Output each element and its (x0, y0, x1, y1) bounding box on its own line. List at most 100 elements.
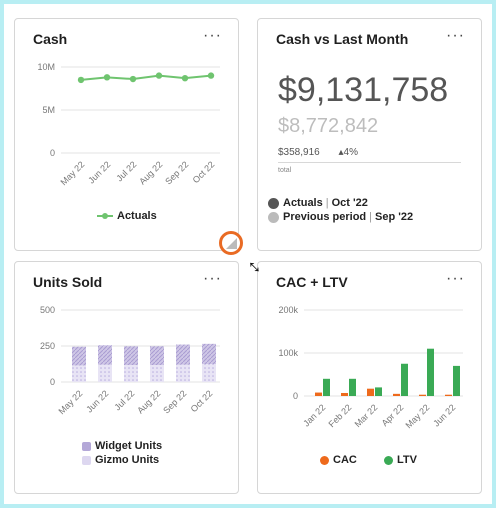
sep: | (369, 211, 372, 223)
units-more-button[interactable]: ··· (203, 270, 222, 287)
x-tick-label: Aug 22 (137, 159, 164, 186)
gizmo-bar (176, 364, 190, 382)
gizmo-bar (72, 365, 86, 382)
cash-title: Cash (33, 31, 68, 47)
data-point (155, 72, 163, 79)
x-tick-label: Aug 22 (135, 388, 162, 415)
gizmo-bar (150, 365, 164, 382)
gizmo-bar (98, 364, 112, 382)
widget-bar (98, 345, 112, 365)
previous-dot-icon (268, 211, 279, 223)
diff-value: $358,916 (278, 147, 320, 158)
total-label: total (278, 167, 292, 174)
widget-bar (124, 346, 138, 366)
ltv-bar (427, 348, 434, 396)
x-tick-label: Feb 22 (327, 402, 354, 429)
y-tick-label: 5M (42, 105, 55, 115)
x-tick-label: Mar 22 (353, 402, 380, 429)
widget-bar (72, 346, 86, 366)
ltv-bar (349, 378, 356, 396)
x-tick-label: Jul 22 (112, 388, 136, 412)
cac-label: CAC (333, 454, 357, 466)
diff-pct: ▴4% (338, 147, 358, 158)
cash-card: Cash ··· 10M 5M 0 May 22 Jun 22 Jul 22 Aug 22 S… (14, 18, 239, 251)
legend-previous-label: Previous period (283, 211, 367, 223)
cac-bar (419, 394, 426, 396)
cash-legend: Actuals (97, 210, 157, 222)
legend-previous-period: Sep '22 (375, 211, 414, 223)
data-point (129, 75, 137, 83)
series-line (80, 74, 212, 81)
x-tick-label: May 22 (58, 159, 86, 187)
cac-bar (445, 394, 452, 396)
data-point (207, 72, 215, 79)
y-tick-label: 200k (278, 305, 298, 315)
x-tick-label: Jul 22 (114, 159, 138, 183)
x-tick-label: Jun 22 (86, 159, 112, 185)
ltv-legend: LTV (384, 454, 417, 466)
cac-ltv-title: CAC + LTV (276, 274, 348, 290)
x-tick-label: Oct 22 (189, 388, 215, 414)
gizmo-swatch-icon (82, 455, 91, 465)
ltv-bar (323, 378, 330, 396)
widget-label: Widget Units (95, 440, 163, 452)
ltv-dot-icon (384, 455, 393, 465)
line-legend-icon (97, 213, 113, 219)
cac-bar (367, 388, 374, 396)
cac-bar (315, 392, 322, 396)
current-value: $9,131,758 (278, 71, 449, 109)
y-tick-label: 0 (293, 391, 298, 401)
legend-current-label: Actuals (283, 197, 323, 209)
data-point (77, 76, 85, 84)
cac-legend: CAC (320, 454, 357, 466)
data-point (181, 74, 189, 82)
cash-vs-last-card: Cash vs Last Month ··· $9,131,758 $8,772… (257, 18, 482, 251)
previous-value: $8,772,842 (278, 115, 379, 137)
y-tick-label: 100k (278, 348, 298, 358)
widget-swatch-icon (82, 441, 91, 451)
x-tick-label: May 22 (56, 388, 84, 416)
x-tick-label: Jun 22 (84, 388, 110, 414)
gizmo-bar (124, 365, 138, 382)
x-tick-label: Sep 22 (163, 159, 190, 186)
units-card: Units Sold ··· 500 250 0 May 22 Jun 22 Jul 22… (14, 261, 239, 494)
x-tick-label: Oct 22 (191, 159, 217, 185)
cash-vs-last-title: Cash vs Last Month (276, 31, 409, 47)
units-title: Units Sold (33, 274, 103, 290)
y-tick-label: 0 (50, 148, 55, 158)
data-point (103, 74, 111, 81)
ltv-bar (453, 365, 460, 396)
x-tick-label: Jun 22 (431, 402, 457, 428)
cash-more-button[interactable]: ··· (203, 27, 222, 44)
diff-row: $358,916 ▴4% (278, 147, 358, 158)
cac-ltv-more-button[interactable]: ··· (446, 270, 465, 287)
cash-legend-label: Actuals (117, 210, 157, 222)
x-tick-label: Apr 22 (380, 402, 406, 428)
gizmo-bar (202, 364, 216, 382)
cash-vs-last-more-button[interactable]: ··· (446, 27, 465, 44)
ltv-bar (375, 387, 382, 396)
sep: | (325, 197, 329, 209)
legend-current: Actuals | Oct '22 (268, 197, 368, 209)
widget-bar (202, 343, 216, 364)
gizmo-label: Gizmo Units (95, 454, 160, 466)
x-tick-label: May 22 (403, 402, 431, 430)
units-legend-widget: Widget Units (82, 440, 162, 452)
y-tick-label: 0 (50, 377, 55, 387)
cac-ltv-card: CAC + LTV ··· 200k 100k 0 Jan 22 Feb 22 Mar 2… (257, 261, 482, 494)
y-tick-label: 250 (40, 341, 55, 351)
cac-dot-icon (320, 455, 329, 465)
divider (278, 162, 461, 163)
resize-handle[interactable] (219, 231, 243, 255)
ltv-bar (401, 363, 408, 396)
widget-bar (176, 344, 190, 365)
widget-bar (150, 346, 164, 366)
cac-bar (393, 393, 400, 396)
units-legend-gizmo: Gizmo Units (82, 454, 159, 466)
x-tick-label: Sep 22 (161, 388, 188, 415)
ltv-label: LTV (397, 454, 417, 466)
